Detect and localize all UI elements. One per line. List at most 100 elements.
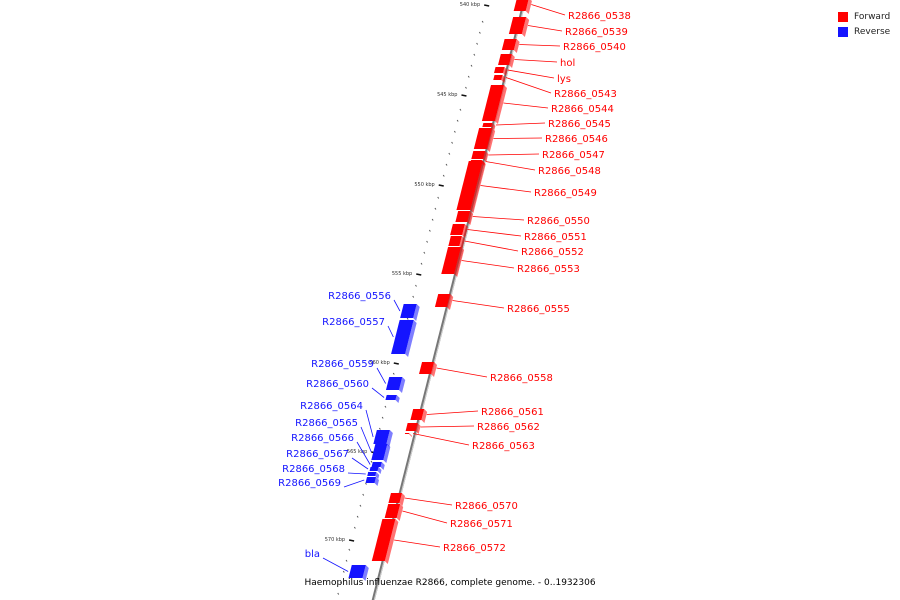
gene-glyph-shade bbox=[454, 247, 465, 277]
reverse-gene-label: R2866_0557 bbox=[322, 317, 385, 328]
gene-leader-line bbox=[347, 472, 366, 475]
forward-gene-label: lys bbox=[557, 74, 571, 85]
gene-leader-line bbox=[343, 479, 365, 488]
minor-tick bbox=[345, 559, 348, 562]
forward-gene-label: R2866_0549 bbox=[534, 188, 597, 199]
gene-glyph bbox=[405, 423, 418, 431]
gene-leader-line bbox=[412, 433, 470, 446]
minor-tick bbox=[356, 515, 359, 518]
gene-glyph bbox=[410, 409, 425, 420]
gene-leader-line bbox=[360, 426, 372, 453]
gene-glyph bbox=[501, 39, 517, 50]
minor-tick bbox=[353, 526, 356, 529]
gene-glyph bbox=[441, 247, 462, 274]
minor-tick bbox=[431, 218, 434, 221]
kbp-tick-mark bbox=[438, 184, 444, 187]
forward-gene-label: R2866_0540 bbox=[563, 42, 626, 53]
minor-tick bbox=[420, 262, 423, 265]
gene-glyph-shade bbox=[380, 462, 385, 470]
gene-glyph bbox=[473, 128, 493, 149]
gene-leader-line bbox=[527, 25, 563, 32]
forward-gene-label: R2866_0550 bbox=[527, 216, 590, 227]
minor-tick bbox=[406, 317, 409, 320]
forward-gene-label: R2866_0558 bbox=[490, 373, 553, 384]
kbp-tick-label: 570 kbp bbox=[325, 537, 345, 543]
gene-glyph-shade bbox=[384, 519, 399, 564]
minor-tick bbox=[381, 416, 384, 419]
forward-legend-label: Forward bbox=[854, 11, 891, 22]
kbp-tick-label: 560 kbp bbox=[369, 360, 389, 366]
minor-tick bbox=[437, 196, 440, 199]
gene-leader-line bbox=[402, 510, 448, 524]
gene-glyph bbox=[450, 224, 465, 235]
gene-glyph-shade bbox=[374, 477, 380, 486]
gene-glyph-shade bbox=[408, 433, 413, 437]
gene-glyph bbox=[385, 395, 397, 400]
reverse-gene-label: R2866_0560 bbox=[306, 379, 369, 390]
gene-glyph-shade bbox=[413, 304, 420, 321]
minor-tick bbox=[428, 229, 431, 232]
minor-tick bbox=[412, 295, 415, 298]
legend-forward: Forward bbox=[838, 9, 890, 24]
forward-gene-label: R2866_0570 bbox=[455, 501, 518, 512]
gene-leader-line bbox=[531, 4, 566, 16]
minor-tick bbox=[481, 20, 484, 23]
minor-tick bbox=[459, 108, 462, 111]
minor-tick bbox=[365, 482, 367, 485]
gene-glyph bbox=[369, 467, 379, 471]
gene-glyph-shade bbox=[383, 444, 391, 463]
gene-leader-line bbox=[436, 367, 488, 378]
kbp-tick-label: 550 kbp bbox=[414, 182, 434, 188]
minor-tick bbox=[448, 152, 451, 155]
gene-glyph-shade bbox=[398, 377, 406, 393]
reverse-gene-label: R2866_0559 bbox=[311, 359, 374, 370]
gene-leader-line bbox=[505, 77, 552, 94]
gene-leader-line bbox=[420, 425, 475, 428]
gene-glyph-shade bbox=[525, 0, 532, 14]
forward-gene-label: R2866_0546 bbox=[545, 134, 608, 145]
minor-tick bbox=[370, 460, 373, 463]
gene-glyph-shade bbox=[386, 430, 393, 447]
gene-glyph-shade bbox=[521, 17, 530, 37]
minor-tick bbox=[451, 141, 454, 144]
minor-tick bbox=[362, 493, 365, 496]
gene-glyph bbox=[498, 54, 512, 65]
gene-glyph bbox=[493, 75, 503, 80]
gene-glyph-shade bbox=[399, 493, 405, 506]
gene-leader-line bbox=[404, 497, 453, 506]
forward-gene-label: R2866_0544 bbox=[551, 104, 614, 115]
gene-leader-line bbox=[393, 299, 401, 312]
gene-glyph bbox=[494, 67, 505, 73]
gene-glyph-shade bbox=[470, 161, 486, 213]
gene-leader-line bbox=[485, 161, 536, 171]
reverse-gene-label: R2866_0565 bbox=[295, 418, 358, 429]
gene-glyph bbox=[419, 362, 435, 374]
minor-tick bbox=[426, 240, 429, 243]
minor-tick bbox=[467, 75, 470, 78]
minor-tick bbox=[359, 504, 362, 507]
kbp-tick-label: 565 kbp bbox=[347, 449, 367, 455]
genome-caption: Haemophilus influenzae R2866, complete g… bbox=[304, 578, 596, 588]
minor-tick bbox=[476, 42, 479, 45]
minor-tick bbox=[445, 163, 448, 166]
gene-glyph-shade bbox=[415, 423, 421, 434]
gene-glyph bbox=[385, 377, 403, 390]
gene-glyph bbox=[388, 493, 402, 503]
gene-glyph bbox=[456, 161, 483, 210]
gene-glyph-shade bbox=[462, 224, 468, 238]
forward-gene-label: R2866_0555 bbox=[507, 304, 570, 315]
gene-glyph bbox=[384, 504, 401, 518]
kbp-tick-mark bbox=[348, 539, 355, 542]
minor-tick bbox=[342, 570, 345, 573]
gene-leader-line bbox=[387, 325, 394, 338]
gene-glyph-shade bbox=[459, 236, 465, 249]
gene-glyph-shade bbox=[405, 320, 417, 357]
reverse-gene-label: R2866_0569 bbox=[278, 478, 341, 489]
gene-glyph bbox=[365, 477, 377, 483]
gene-leader-line bbox=[514, 59, 558, 63]
gene-glyph-shade bbox=[421, 409, 428, 423]
gene-glyph bbox=[371, 519, 396, 561]
gene-glyph bbox=[404, 433, 410, 434]
gene-glyph-shade bbox=[467, 211, 474, 225]
